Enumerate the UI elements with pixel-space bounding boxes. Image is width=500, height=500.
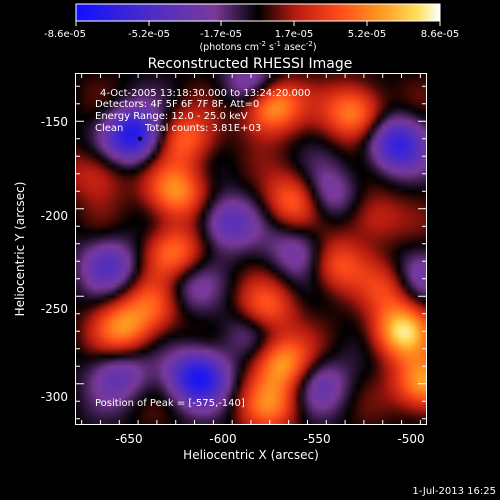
colorbar-tick-label: 8.6e-05 [421, 29, 459, 40]
overlay-peak-position: Position of Peak = [-575,-140] [95, 398, 245, 409]
plot-frame [75, 73, 427, 425]
x-tick-label: -600 [209, 432, 236, 446]
colorbar-tick-label: 5.2e-05 [348, 29, 386, 40]
overlay-energy-range: Energy Range: 12.0 - 25.0 keV [95, 111, 248, 122]
overlay-time-range: 4-Oct-2005 13:18:30.000 to 13:24:20.000 [100, 88, 311, 99]
colorbar-tick-label: 1.7e-05 [275, 29, 313, 40]
colorbar-gradient [75, 3, 441, 22]
y-axis-label: Heliocentric Y (arcsec) [13, 182, 27, 317]
colorbar-units: (photons cm-2 s-1 asec-2) [199, 40, 316, 53]
peak-marker [137, 136, 142, 141]
colorbar-tick-label: -1.7e-05 [200, 29, 242, 40]
heatmap-raster [76, 74, 426, 424]
colorbar-ticks [75, 21, 441, 26]
y-tick-label: -300 [41, 390, 68, 404]
x-tick-label: -500 [397, 432, 424, 446]
y-tick-label: -200 [41, 209, 68, 223]
x-tick-label: -550 [303, 432, 330, 446]
y-tick-label: -250 [41, 302, 68, 316]
x-tick-label: -650 [115, 432, 142, 446]
axis-ticks [76, 74, 426, 424]
overlay-total-counts: Total counts: 3.81E+03 [144, 123, 261, 134]
y-tick-label: -150 [41, 115, 68, 129]
colorbar-tick-label: -8.6e-05 [44, 29, 86, 40]
plot-timestamp: 1-Jul-2013 16:25 [412, 486, 496, 497]
x-axis-label: Heliocentric X (arcsec) [183, 448, 319, 462]
colorbar: -8.6e-05 -5.2e-05 -1.7e-05 1.7e-05 5.2e-… [44, 3, 459, 53]
colorbar-tick-label: -5.2e-05 [128, 29, 170, 40]
heatmap-image [76, 74, 426, 424]
chart-title: Reconstructed RHESSI Image [148, 56, 353, 72]
overlay-detectors: Detectors: 4F 5F 6F 7F 8F, Att=0 [95, 99, 259, 110]
overlay-method: Clean [95, 123, 123, 134]
